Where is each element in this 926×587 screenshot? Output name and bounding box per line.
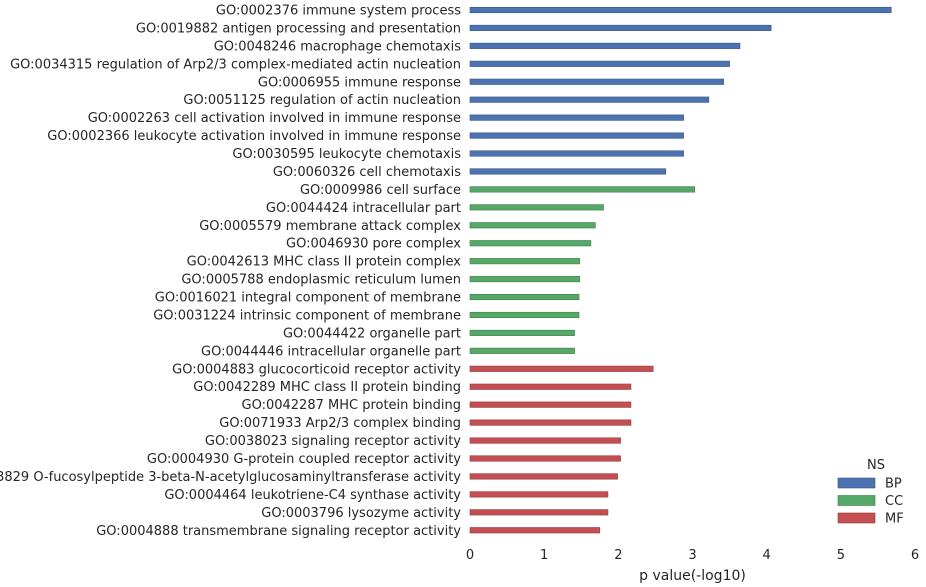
bar-cc (469, 186, 696, 193)
category-label: GO:0019882 antigen processing and presen… (136, 21, 461, 36)
category-label: GO:0016021 integral component of membran… (155, 291, 461, 306)
legend-label-cc: CC (885, 494, 903, 509)
category-label: GO:0006955 immune response (258, 75, 461, 90)
category-label: GO:0002366 leukocyte activation involved… (47, 129, 461, 144)
category-label: GO:0071933 Arp2/3 complex binding (219, 416, 461, 431)
category-label: GO:0044424 intracellular part (266, 201, 461, 216)
legend-title: NS (867, 458, 885, 473)
bar-bp (469, 6, 892, 14)
category-label: GO:0004888 transmembrane signaling recep… (96, 524, 461, 539)
bar-mf (469, 509, 609, 516)
bar-mf (469, 401, 632, 408)
category-label: GO:0044446 intracellular organelle part (201, 344, 461, 359)
category-label: GO:0044422 organelle part (283, 326, 461, 341)
bar-mf (469, 527, 601, 534)
category-label: GO:0042613 MHC class II protein complex (187, 255, 462, 270)
x-tick-label: 1 (540, 548, 548, 563)
category-label: GO:0002376 immune system process (216, 4, 461, 19)
category-label: GO:0031224 intrinsic component of membra… (153, 308, 461, 323)
bar-mf (469, 437, 621, 444)
bar-cc (469, 204, 604, 211)
bar-bp (469, 114, 684, 121)
bar-bp (469, 60, 730, 67)
category-label: GO:0002263 cell activation involved in i… (88, 111, 461, 126)
category-label: GO:0005788 endoplasmic reticulum lumen (181, 273, 461, 288)
x-axis-title: p value(-log10) (639, 568, 746, 584)
bar-cc (469, 258, 581, 265)
category-label: GO:0003796 lysozyme activity (261, 506, 461, 521)
bar-cc (469, 293, 580, 301)
bar-cc (469, 329, 575, 336)
category-label: GO:0046930 pore complex (286, 237, 461, 252)
bar-mf (469, 491, 609, 498)
x-tick-labels: 0 1 2 3 4 5 6 (466, 548, 919, 563)
bar-cc (469, 222, 596, 229)
x-tick-label: 4 (763, 548, 771, 563)
category-label: GO:0034315 regulation of Arp2/3 complex-… (10, 57, 461, 72)
category-label: GO:0009986 cell surface (300, 183, 461, 198)
category-label: GO:0004464 leukotriene-C4 synthase activ… (164, 488, 461, 503)
bar-mf (469, 455, 621, 462)
bar-bp (469, 150, 684, 157)
bar-cc (469, 311, 580, 319)
x-tick-label: 6 (911, 548, 919, 563)
legend-swatch-bp (837, 477, 876, 489)
bar-bp (469, 78, 724, 85)
category-label: GO:0030595 leukocyte chemotaxis (232, 147, 461, 162)
bar-bp (469, 24, 772, 31)
legend-swatch-cc (837, 495, 876, 506)
category-label: GO:0042287 MHC protein binding (242, 398, 462, 413)
category-label: GO:0033829 O-fucosylpeptide 3-beta-N-ace… (0, 470, 461, 485)
category-label: GO:0004883 glucocorticoid receptor activ… (172, 362, 461, 377)
bar-cc (469, 347, 575, 354)
bar-mf (469, 419, 632, 426)
category-label: GO:0048246 macrophage chemotaxis (214, 39, 461, 54)
bar-mf (469, 365, 654, 372)
category-label: GO:0060326 cell chemotaxis (273, 165, 461, 180)
bar-bp (469, 168, 667, 175)
x-tick-label: 3 (688, 548, 696, 563)
x-tick-label: 5 (837, 548, 845, 563)
bar-bp (469, 96, 710, 103)
bars-layer (469, 6, 892, 534)
legend-label-bp: BP (885, 477, 902, 492)
bar-cc (469, 240, 592, 247)
legend-label-mf: MF (885, 512, 904, 527)
category-label: GO:0042289 MHC class II protein binding (193, 380, 461, 395)
category-label: GO:0005579 membrane attack complex (199, 219, 461, 234)
legend: NS BP CC MF (837, 458, 904, 527)
bar-bp (469, 132, 684, 139)
bar-mf (469, 383, 632, 390)
bar-mf (469, 473, 618, 480)
bar-bp (469, 42, 741, 49)
category-label: GO:0051125 regulation of actin nucleatio… (183, 93, 461, 108)
category-label: GO:0038023 signaling receptor activity (205, 434, 461, 449)
category-labels: GO:0002376 immune system process GO:00198… (0, 4, 461, 539)
category-label: GO:0004930 G-protein coupled receptor ac… (147, 452, 461, 467)
bar-cc (469, 276, 581, 283)
legend-swatch-mf (837, 512, 876, 524)
x-tick-label: 0 (466, 548, 474, 563)
legend-entries: BP CC MF (837, 477, 904, 527)
x-tick-label: 2 (614, 548, 622, 563)
